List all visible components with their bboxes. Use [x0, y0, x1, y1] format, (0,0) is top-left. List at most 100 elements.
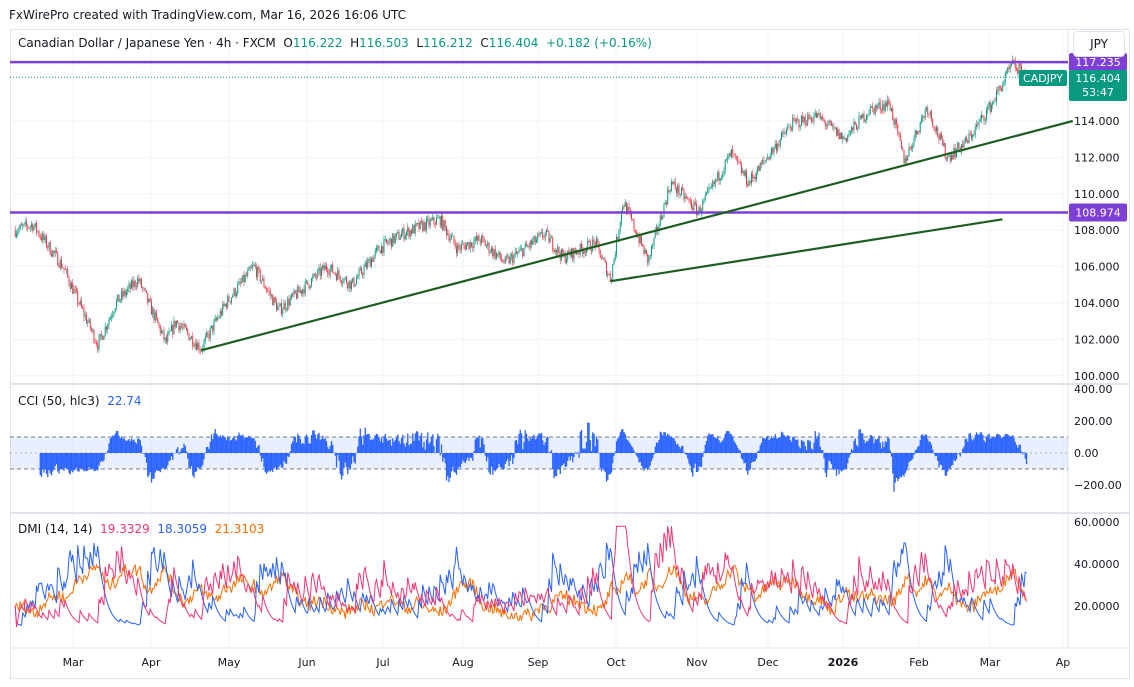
cci-bar: [712, 434, 714, 453]
candle-body: [292, 293, 294, 296]
cci-bar: [50, 453, 53, 476]
candle-body: [87, 322, 89, 324]
cci-bar: [427, 432, 429, 453]
candle-body: [429, 220, 431, 226]
time-label: Dec: [757, 656, 778, 669]
cci-bar: [1004, 434, 1006, 453]
candle-body: [872, 106, 874, 108]
candle-body: [758, 165, 760, 172]
candle-body: [612, 264, 614, 279]
cci-bar: [899, 453, 901, 477]
candle-body: [660, 215, 662, 219]
cci-bar: [788, 436, 790, 453]
cci-bar: [412, 433, 414, 453]
cci-bar: [194, 453, 196, 473]
cci-bar: [973, 438, 975, 453]
candle-body: [459, 247, 461, 250]
cci-bar: [738, 449, 740, 453]
cci-bar: [387, 440, 389, 453]
candle-body: [54, 250, 56, 253]
cci-bar: [893, 453, 895, 492]
candle-body: [115, 300, 117, 309]
candle-body: [822, 117, 824, 120]
cci-bar: [679, 448, 681, 453]
candle-body: [765, 159, 767, 161]
cci-bar: [867, 441, 869, 453]
candle-body: [637, 236, 639, 237]
candle-body: [397, 231, 399, 233]
cci-bar: [304, 437, 306, 453]
candle-body: [460, 244, 462, 250]
candle-body: [83, 308, 85, 317]
cci-bar: [497, 453, 499, 468]
candle-body: [575, 252, 577, 255]
candle-body: [93, 329, 95, 342]
cci-bar: [604, 453, 606, 473]
cci-bar: [865, 441, 868, 453]
cci-bar: [583, 448, 585, 453]
candle-body: [165, 337, 167, 342]
cci-bar: [1020, 451, 1023, 453]
candle-body: [750, 173, 752, 184]
candle-body: [349, 280, 351, 289]
candle-body: [317, 270, 319, 278]
cci-bar: [854, 438, 856, 453]
cci-bar: [350, 453, 353, 465]
candle-body: [27, 225, 29, 228]
candle-body: [922, 116, 924, 118]
cci-bar: [89, 453, 91, 470]
candle-body: [289, 298, 291, 306]
candle-body: [69, 283, 71, 289]
cci-bar: [705, 440, 708, 453]
cci-bar: [44, 453, 46, 470]
trendline: [200, 119, 1074, 352]
candle-body: [368, 258, 370, 261]
candle-body: [65, 269, 67, 271]
candle-body: [215, 318, 217, 320]
candle-body: [507, 256, 509, 258]
cci-bar: [153, 453, 155, 479]
cci-bar: [432, 434, 434, 453]
cci-bar: [664, 432, 666, 453]
candle-body: [760, 162, 762, 164]
currency-button[interactable]: JPY: [1073, 31, 1125, 57]
candle-body: [645, 249, 647, 254]
cci-bar: [67, 453, 69, 469]
cci-bar: [433, 446, 435, 453]
cci-bar: [1025, 453, 1028, 465]
candle-body: [463, 243, 465, 246]
candle-body: [537, 234, 539, 240]
candle-body: [440, 215, 442, 227]
candle-body: [210, 325, 212, 328]
cci-bar: [495, 453, 498, 470]
candle-body: [577, 252, 579, 255]
candle-body: [269, 291, 271, 296]
candle-body: [45, 236, 47, 247]
cci-bar: [243, 438, 245, 453]
cci-bar: [450, 453, 453, 472]
cci-bar: [814, 431, 816, 453]
candle-body: [510, 254, 512, 257]
cci-bar: [319, 439, 321, 453]
candle-body: [789, 126, 791, 129]
cci-bar: [488, 453, 490, 473]
candle-body: [574, 248, 576, 253]
cci-bar: [233, 435, 235, 453]
cci-bar: [328, 449, 330, 453]
cci-bar: [658, 439, 660, 453]
candle-body: [194, 343, 196, 347]
candle-body: [453, 235, 455, 243]
candle-body: [278, 306, 280, 307]
candle-body: [60, 259, 62, 268]
cci-bar: [952, 453, 954, 465]
candle-body: [448, 233, 450, 241]
cci-bar: [483, 444, 485, 453]
candle-body: [322, 265, 324, 269]
price-tick: 112.000: [1074, 151, 1120, 164]
cci-bar: [848, 453, 850, 458]
cci-bar: [683, 452, 685, 453]
cci-bar: [758, 450, 760, 453]
candle-body: [805, 123, 807, 126]
cci-bar: [752, 453, 754, 462]
